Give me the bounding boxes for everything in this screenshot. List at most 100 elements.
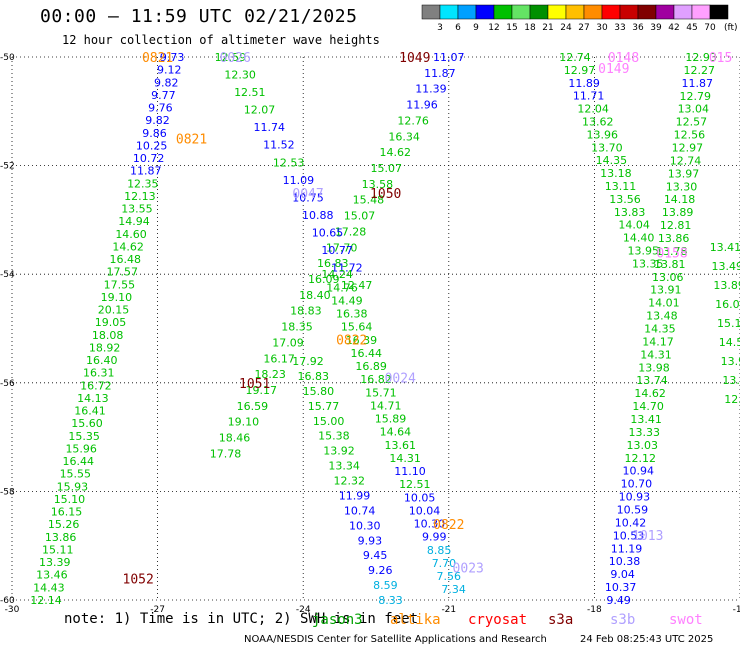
wave-height-value: 12.12 <box>625 452 657 465</box>
wave-height-value: 10.72 <box>133 152 165 165</box>
legend-jason3: jason3 <box>312 612 363 628</box>
wave-height-value: 12.97 <box>672 142 704 155</box>
wave-height-value: 16.44 <box>63 455 95 468</box>
wave-height-value: 14.62 <box>379 146 411 159</box>
colorbar-tick-label: 18 <box>524 23 536 33</box>
wave-height-value: 11.71 <box>573 90 605 103</box>
wave-height-value: 12.35 <box>127 177 159 190</box>
wave-height-value: 10.74 <box>344 504 376 517</box>
wave-height-value: 15.11 <box>42 543 74 556</box>
wave-height-value: 14.13 <box>77 392 109 405</box>
y-tick-label: -54 <box>0 270 15 280</box>
pass-time-label: 0024 <box>385 371 416 386</box>
wave-height-value: 15.77 <box>308 400 340 413</box>
wave-height-value: 14.94 <box>118 215 150 228</box>
y-tick-label: -50 <box>0 53 15 63</box>
wave-height-value: 13.18 <box>600 167 632 180</box>
wave-height-value: 11.99 <box>339 489 371 502</box>
wave-height-value: 12.97 <box>724 393 740 406</box>
colorbar-tick-label: 36 <box>632 23 644 33</box>
wave-height-value: 11.89 <box>568 77 600 90</box>
wave-height-value: 14.76 <box>326 281 358 294</box>
wave-height-value: 14.35 <box>596 154 628 167</box>
x-tick-label: -24 <box>296 605 311 615</box>
wave-height-value: 16.31 <box>83 367 115 380</box>
pass-time-label: 0047 <box>292 187 323 202</box>
pass-time-label: 015 <box>709 51 732 66</box>
colorbar-swatch <box>583 4 603 20</box>
legend-s3b: s3b <box>610 612 636 628</box>
wave-height-value: 12.74 <box>559 51 591 64</box>
wave-height-value: 15.80 <box>303 385 335 398</box>
wave-height-value: 18.08 <box>92 329 124 342</box>
wave-height-value: 16.48 <box>109 253 141 266</box>
pass-time-label: 1049 <box>399 51 430 66</box>
wave-height-value: 11.52 <box>263 139 295 152</box>
colorbar-tick-label: 27 <box>578 23 589 33</box>
wave-height-value: 16.41 <box>74 405 106 418</box>
wave-height-value: 12.57 <box>676 116 708 129</box>
wave-height-value: 11.72 <box>331 262 363 275</box>
wave-height-value: 15.64 <box>341 321 373 334</box>
wave-height-value: 15.89 <box>375 413 407 426</box>
wave-height-value: 13.97 <box>668 167 700 180</box>
wave-height-value: 20.15 <box>98 304 130 317</box>
wave-height-value: 19.05 <box>95 316 127 329</box>
wave-height-value: 14.35 <box>644 323 676 336</box>
pass-time-label: 0821 <box>142 51 173 66</box>
wave-height-value: 13.41 <box>722 374 740 387</box>
wave-height-value: 12.76 <box>397 114 429 127</box>
wave-height-value: 13.03 <box>626 439 658 452</box>
pass-time-label: 1013 <box>632 529 663 544</box>
wave-height-value: 18.92 <box>89 341 121 354</box>
wave-height-value: 12.13 <box>124 190 156 203</box>
wave-height-value: 10.30 <box>349 519 381 532</box>
wave-height-value: 11.87 <box>130 165 162 178</box>
colorbar-swatch <box>493 4 513 20</box>
colorbar-swatch <box>439 4 459 20</box>
wave-height-value: 16.59 <box>237 400 269 413</box>
wave-height-value: 13.04 <box>678 103 710 116</box>
wave-height-value: 7.34 <box>441 583 466 596</box>
colorbar-swatch <box>421 4 441 20</box>
wave-height-value: 16.40 <box>86 354 118 367</box>
wave-height-value: 12.07 <box>244 104 276 117</box>
wave-height-value: 17.92 <box>292 355 324 368</box>
wave-height-value: 15.60 <box>71 417 103 430</box>
wave-height-value: 13.98 <box>721 355 740 368</box>
wave-height-value: 12.51 <box>234 86 266 99</box>
wave-height-value: 13.35 <box>632 257 664 270</box>
colorbar-tick-label: 3 <box>437 23 443 33</box>
wave-height-value: 14.17 <box>642 335 674 348</box>
colorbar-swatch <box>619 4 639 20</box>
colorbar-swatch <box>547 4 567 20</box>
wave-height-value: 16.39 <box>346 334 378 347</box>
wave-height-value: 10.25 <box>136 139 168 152</box>
wave-height-value: 18.83 <box>290 305 322 318</box>
wave-height-value: 13.55 <box>121 203 153 216</box>
pass-time-label: 1052 <box>123 572 154 587</box>
wave-height-value: 13.11 <box>605 180 637 193</box>
wave-height-value: 19.17 <box>246 384 278 397</box>
wave-height-value: 15.38 <box>318 430 350 443</box>
y-tick-label: -60 <box>0 596 15 606</box>
wave-height-value: 15.26 <box>48 518 80 531</box>
wave-height-value: 13.86 <box>658 232 690 245</box>
wave-height-value: 11.39 <box>415 83 447 96</box>
wave-height-value: 7.70 <box>432 557 457 570</box>
wave-height-value: 10.77 <box>321 244 353 257</box>
wave-height-value: 12.14 <box>30 594 62 607</box>
wave-height-value: 10.94 <box>623 465 655 478</box>
colorbar-tick-label: 9 <box>473 23 479 33</box>
colorbar-tick-label: 12 <box>488 23 499 33</box>
wave-height-value: 9.93 <box>358 534 383 547</box>
wave-height-value: 9.04 <box>610 568 635 581</box>
pass-time-label: 0026 <box>220 51 251 66</box>
legend-altika: altika <box>390 612 441 628</box>
wave-height-value: 16.34 <box>388 130 420 143</box>
wave-height-value: 13.49 <box>712 260 740 273</box>
wave-height-value: 10.04 <box>409 504 441 517</box>
wave-height-value: 16.89 <box>355 360 387 373</box>
colorbar-tick-label: 15 <box>506 23 517 33</box>
wave-height-value: 8.59 <box>373 579 398 592</box>
